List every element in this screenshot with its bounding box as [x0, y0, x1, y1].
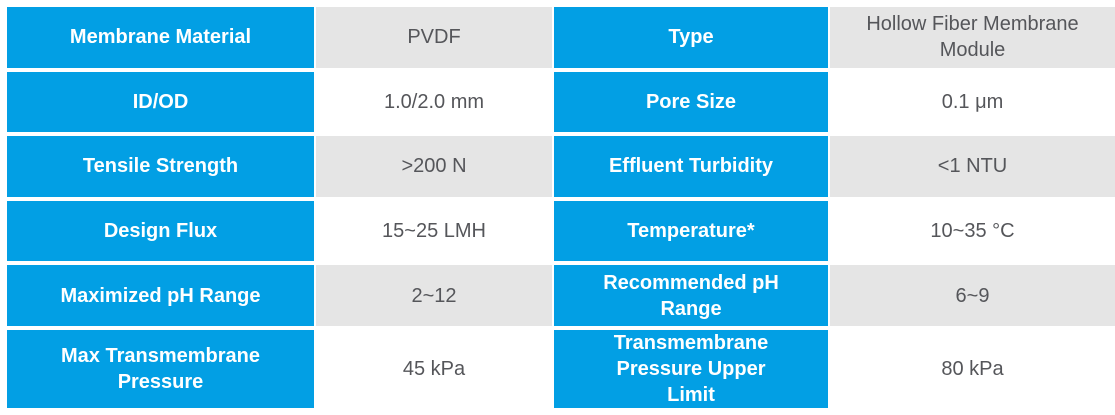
spec-value-maximized-ph-range: 2~12 [316, 265, 552, 326]
spec-label-maximized-ph-range: Maximized pH Range [7, 265, 314, 326]
spec-value-recommended-ph-range: 6~9 [830, 265, 1115, 326]
spec-label-tensile-strength: Tensile Strength [7, 136, 314, 197]
spec-value-pore-size: 0.1 μm [830, 71, 1115, 133]
spec-label-max-transmembrane-pressure: Max Transmembrane Pressure [7, 329, 314, 408]
spec-label-pore-size: Pore Size [554, 71, 828, 133]
spec-value-transmembrane-pressure-upper-limit: 80 kPa [830, 329, 1115, 408]
spec-value-effluent-turbidity: <1 NTU [830, 136, 1115, 197]
spec-label-effluent-turbidity: Effluent Turbidity [554, 136, 828, 197]
spec-table: Membrane Material PVDF Type Hollow Fiber… [7, 7, 1115, 408]
spec-value-type: Hollow Fiber Membrane Module [830, 7, 1115, 68]
spec-value-tensile-strength: >200 N [316, 136, 552, 197]
spec-label-transmembrane-pressure-upper-limit: Transmembrane Pressure Upper Limit [554, 329, 828, 408]
spec-value-temperature: 10~35 °C [830, 200, 1115, 262]
spec-label-recommended-ph-range: Recommended pH Range [554, 265, 828, 326]
spec-label-design-flux: Design Flux [7, 200, 314, 262]
spec-value-max-transmembrane-pressure: 45 kPa [316, 329, 552, 408]
spec-label-membrane-material: Membrane Material [7, 7, 314, 68]
spec-value-id-od: 1.0/2.0 mm [316, 71, 552, 133]
spec-value-membrane-material: PVDF [316, 7, 552, 68]
spec-value-design-flux: 15~25 LMH [316, 200, 552, 262]
spec-label-type: Type [554, 7, 828, 68]
spec-label-id-od: ID/OD [7, 71, 314, 133]
spec-label-temperature: Temperature* [554, 200, 828, 262]
